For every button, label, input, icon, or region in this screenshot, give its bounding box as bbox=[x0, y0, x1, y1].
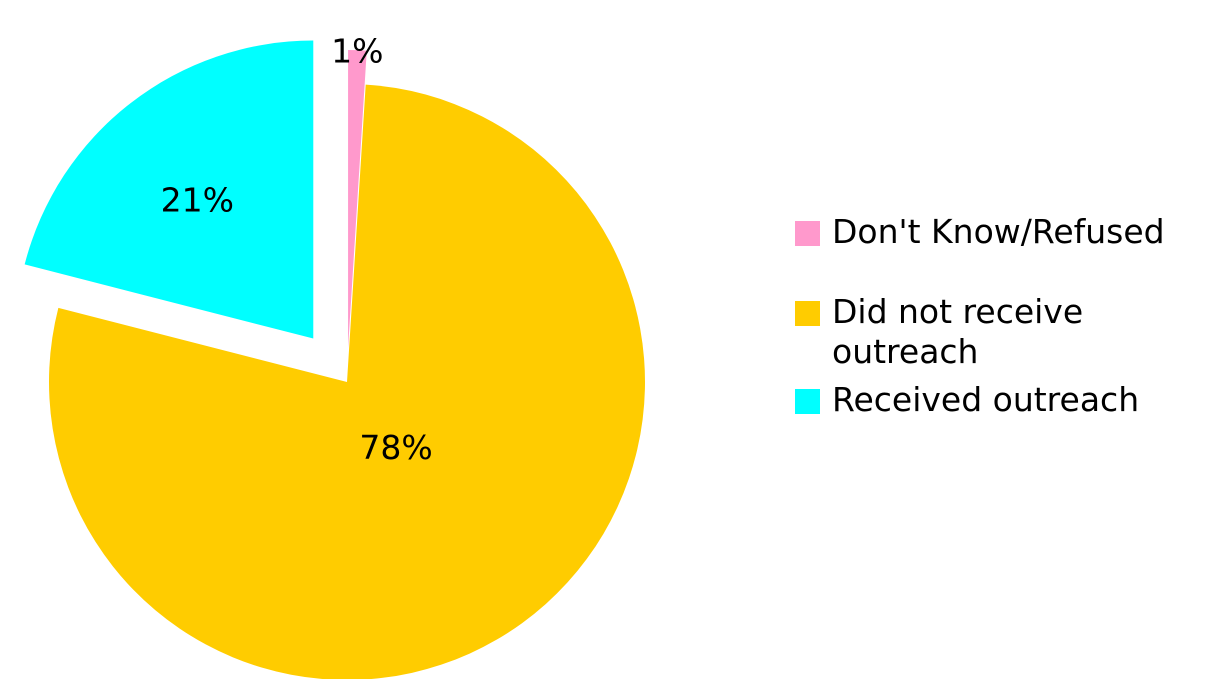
legend-swatch-received-outreach bbox=[795, 389, 820, 414]
data-label-received-outreach: 21% bbox=[161, 180, 234, 219]
legend-label-did-not-receive-outreach: Did not receive outreach bbox=[832, 292, 1084, 371]
legend-item-dont-know-refused: Don't Know/Refused bbox=[795, 212, 1210, 252]
legend-item-received-outreach: Received outreach bbox=[795, 380, 1210, 420]
pie-slice-did-not-receive-outreach bbox=[49, 84, 645, 679]
legend-label-received-outreach: Received outreach bbox=[832, 380, 1140, 419]
pie-slice-dont-know-refused bbox=[348, 50, 367, 349]
pie-slice-received-outreach bbox=[24, 40, 314, 339]
legend-swatch-did-not-receive-outreach bbox=[795, 301, 820, 326]
legend-item-did-not-receive-outreach: Did not receive outreach bbox=[795, 292, 1210, 372]
data-label-dont-know-refused: 1% bbox=[331, 32, 383, 71]
data-label-did-not-receive-outreach: 78% bbox=[359, 428, 432, 467]
chart-legend: Don't Know/Refused Did not receive outre… bbox=[795, 212, 1210, 420]
legend-label-dont-know-refused: Don't Know/Refused bbox=[832, 212, 1165, 251]
legend-swatch-dont-know-refused bbox=[795, 221, 820, 246]
